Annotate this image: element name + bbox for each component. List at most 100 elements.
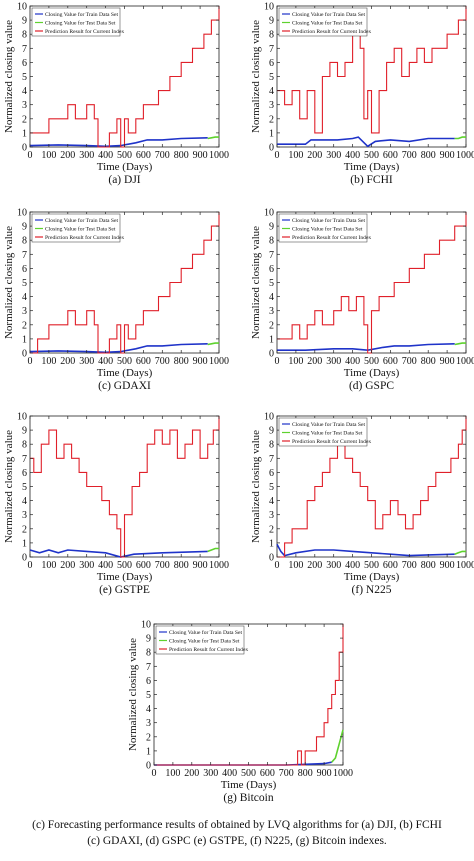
legend-entry: Closing Value for Test Data Set [169, 638, 240, 645]
y-axis-label: Normalized closing value [3, 20, 15, 133]
x-axis-label: Time (Days) [344, 161, 400, 173]
y-tick-label: 4 [269, 292, 274, 303]
legend: Closing Value for Train Data Set Closing … [31, 213, 124, 243]
y-tick-label: 8 [269, 30, 274, 41]
x-tick-label: 500 [364, 150, 379, 161]
x-tick-label: 1000 [209, 150, 229, 161]
legend-entry: Closing Value for Test Data Set [292, 226, 363, 233]
y-tick-label: 7 [22, 250, 27, 261]
series-line-prediction [154, 624, 344, 766]
legend: Closing Value for Train Data Set Closing … [155, 625, 248, 655]
y-tick-label: 3 [22, 510, 27, 521]
x-tick-label: 500 [117, 356, 132, 367]
x-axis-label: Time (Days) [97, 571, 153, 583]
y-axis-label: Normalized closing value [3, 430, 15, 543]
y-tick-label: 2 [22, 524, 27, 535]
x-tick-label: 0 [275, 356, 280, 367]
y-tick-label: 6 [146, 676, 151, 687]
x-tick-label: 700 [155, 356, 170, 367]
y-tick-label: 8 [269, 440, 274, 451]
legend-entry: Prediction Result for Current Index [45, 234, 124, 241]
y-tick-label: 0 [146, 761, 151, 772]
x-tick-label: 300 [326, 356, 341, 367]
y-tick-label: 7 [22, 44, 27, 55]
x-tick-label: 200 [307, 150, 322, 161]
x-tick-label: 0 [275, 560, 280, 571]
y-tick-label: 0 [269, 143, 274, 154]
x-tick-label: 100 [288, 560, 303, 571]
y-axis-label: Normalized closing value [3, 226, 15, 339]
legend: Closing Value for Train Data Set Closing … [278, 213, 371, 243]
legend-entry: Prediction Result for Current Index [292, 28, 371, 35]
x-tick-label: 900 [193, 356, 208, 367]
x-tick-label: 100 [288, 356, 303, 367]
legend-entry: Closing Value for Test Data Set [292, 20, 363, 27]
x-tick-label: 700 [155, 560, 170, 571]
x-tick-label: 1000 [456, 560, 474, 571]
y-tick-label: 0 [269, 349, 274, 360]
y-tick-label: 3 [146, 718, 151, 729]
y-tick-label: 1 [269, 538, 274, 549]
series-line-test [454, 550, 466, 555]
x-tick-label: 200 [307, 356, 322, 367]
x-tick-label: 900 [193, 150, 208, 161]
x-tick-label: 600 [383, 150, 398, 161]
series-line-prediction [30, 6, 220, 148]
legend-box [278, 213, 368, 243]
y-tick-label: 10 [264, 208, 274, 219]
legend-entry: Closing Value for Test Data Set [45, 20, 116, 27]
x-tick-label: 300 [203, 768, 218, 779]
x-tick-label: 800 [174, 150, 189, 161]
y-tick-label: 8 [22, 440, 27, 451]
x-tick-label: 900 [317, 768, 332, 779]
x-tick-label: 500 [241, 768, 256, 779]
legend-box [278, 417, 368, 447]
y-tick-label: 3 [22, 100, 27, 111]
y-tick-label: 6 [22, 264, 27, 275]
y-tick-label: 7 [22, 454, 27, 465]
legend: Closing Value for Train Data Set Closing … [278, 7, 371, 37]
y-tick-label: 2 [269, 114, 274, 125]
y-tick-label: 10 [264, 2, 274, 13]
legend-entry: Closing Value for Train Data Set [45, 11, 119, 18]
y-axis-label: Normalized closing value [250, 430, 262, 543]
series-line-test [207, 547, 219, 553]
x-tick-label: 800 [421, 560, 436, 571]
x-tick-label: 900 [440, 150, 455, 161]
y-tick-label: 0 [22, 349, 27, 360]
x-tick-label: 300 [79, 560, 94, 571]
x-tick-label: 200 [60, 560, 75, 571]
x-tick-label: 600 [136, 356, 151, 367]
x-tick-label: 800 [421, 150, 436, 161]
x-tick-label: 1000 [456, 150, 474, 161]
x-tick-label: 0 [28, 150, 33, 161]
legend-entry: Closing Value for Test Data Set [292, 430, 363, 437]
y-tick-label: 9 [22, 222, 27, 233]
x-tick-label: 300 [326, 150, 341, 161]
x-tick-label: 200 [184, 768, 199, 779]
y-tick-label: 5 [22, 278, 27, 289]
series-line-test [454, 136, 466, 140]
series-line-prediction [30, 212, 220, 354]
series-line-train [277, 343, 455, 352]
y-axis-label: Normalized closing value [127, 638, 139, 751]
x-tick-label: 500 [117, 150, 132, 161]
x-axis-label: Time (Days) [344, 571, 400, 583]
y-tick-label: 4 [22, 496, 27, 507]
y-tick-label: 4 [269, 496, 274, 507]
panel-caption: (b) FCHI [350, 174, 393, 186]
x-tick-label: 500 [364, 560, 379, 571]
x-tick-label: 800 [298, 768, 313, 779]
x-tick-label: 100 [288, 150, 303, 161]
legend-entry: Prediction Result for Current Index [169, 646, 248, 653]
series-line-prediction [277, 6, 467, 134]
y-tick-label: 8 [146, 648, 151, 659]
legend-entry: Prediction Result for Current Index [292, 234, 371, 241]
x-axis-label: Time (Days) [221, 779, 277, 791]
y-tick-label: 6 [269, 264, 274, 275]
x-tick-label: 400 [345, 150, 360, 161]
